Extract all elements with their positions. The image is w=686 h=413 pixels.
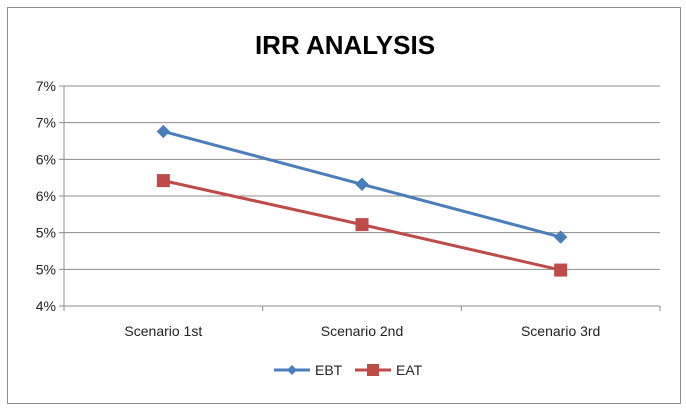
data-point bbox=[156, 174, 170, 188]
legend-item-eat: EAT bbox=[355, 362, 423, 378]
y-tick-label: 4% bbox=[36, 298, 56, 314]
legend-item-ebt: EBT bbox=[274, 362, 343, 378]
y-tick-label: 6% bbox=[36, 188, 56, 204]
legend-label: EAT bbox=[396, 362, 423, 378]
legend-label: EBT bbox=[315, 362, 343, 378]
y-tick-label: 7% bbox=[36, 78, 56, 94]
y-tick-label: 5% bbox=[36, 225, 56, 241]
y-tick-label: 5% bbox=[36, 261, 56, 277]
series-eat bbox=[156, 174, 568, 277]
y-tick-label: 6% bbox=[36, 151, 56, 167]
y-axis-ticks: 4% 5% 5% 6% 6% 7% 7% bbox=[36, 78, 64, 314]
y-tick-label: 7% bbox=[36, 115, 56, 131]
chart-frame bbox=[7, 7, 681, 404]
chart-title: IRR ANALYSIS bbox=[255, 30, 435, 60]
x-tick-label: Scenario 2nd bbox=[321, 323, 404, 339]
series-ebt bbox=[156, 124, 568, 244]
data-point bbox=[553, 230, 568, 244]
series bbox=[156, 124, 568, 277]
data-point bbox=[355, 218, 369, 232]
legend-marker bbox=[367, 364, 379, 376]
legend-marker bbox=[287, 365, 297, 375]
x-axis-ticks: Scenario 1st Scenario 2nd Scenario 3rd bbox=[63, 306, 661, 339]
x-tick-label: Scenario 3rd bbox=[521, 323, 600, 339]
data-point bbox=[355, 177, 369, 191]
legend: EBT EAT bbox=[274, 362, 423, 378]
data-point bbox=[554, 263, 568, 277]
x-tick-label: Scenario 1st bbox=[124, 323, 202, 339]
data-point bbox=[156, 124, 171, 139]
